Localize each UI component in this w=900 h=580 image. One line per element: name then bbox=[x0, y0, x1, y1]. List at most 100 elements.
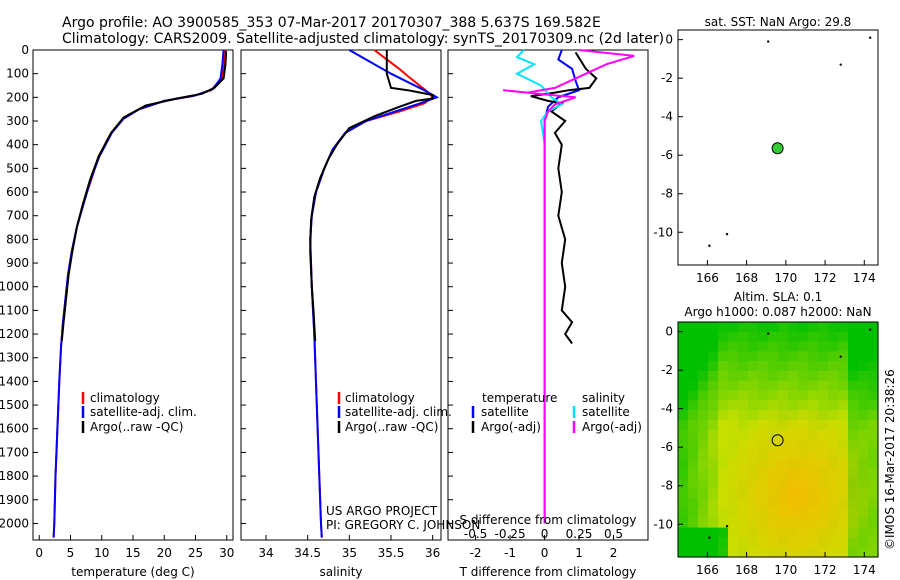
sla-cell bbox=[838, 400, 849, 411]
sla-cell bbox=[728, 459, 739, 470]
sla-cell bbox=[748, 449, 759, 460]
legend-label-climatology: climatology bbox=[90, 391, 160, 405]
sla-cell bbox=[798, 419, 809, 431]
sla-cell bbox=[748, 419, 759, 431]
sla-cell bbox=[848, 517, 859, 529]
sla-cell bbox=[868, 468, 879, 480]
sla-cell bbox=[778, 547, 789, 558]
sla-cell bbox=[708, 449, 719, 460]
sla-cell bbox=[858, 517, 869, 529]
sla-cell bbox=[768, 468, 779, 480]
sla-cell bbox=[858, 478, 869, 490]
x-tick-label: 20 bbox=[157, 546, 172, 560]
sla-cell bbox=[778, 439, 789, 450]
sla-cell bbox=[798, 410, 809, 421]
sla-cell bbox=[738, 547, 749, 558]
sla-cell bbox=[768, 410, 779, 421]
sla-cell bbox=[688, 351, 699, 362]
sla-cell bbox=[758, 400, 769, 411]
sla-cell bbox=[708, 322, 719, 333]
y-tick-label: 0 bbox=[21, 43, 29, 57]
sla-cell bbox=[738, 322, 749, 333]
sla-cell bbox=[798, 371, 809, 382]
sla-cell bbox=[798, 400, 809, 411]
sst-map-title: sat. SST: NaN Argo: 29.8 bbox=[705, 15, 852, 29]
sla-cell bbox=[788, 351, 799, 362]
sla-cell bbox=[768, 429, 779, 441]
sla-cell bbox=[868, 537, 879, 548]
sla-cell bbox=[868, 478, 879, 490]
x-tick-label: 168 bbox=[735, 271, 758, 285]
sst-map-frame bbox=[677, 29, 879, 266]
sla-cell bbox=[838, 527, 849, 538]
sla-cell bbox=[718, 498, 729, 509]
sla-cell bbox=[788, 439, 799, 450]
sla-cell bbox=[718, 449, 729, 460]
sla-cell bbox=[778, 400, 789, 411]
sla-cell bbox=[858, 400, 869, 411]
sla-cell bbox=[688, 410, 699, 421]
y-tick-label: 500 bbox=[6, 161, 29, 175]
sla-cell bbox=[708, 508, 719, 519]
sla-cell bbox=[708, 439, 719, 450]
x-tick-label: -1 bbox=[504, 546, 516, 560]
sla-cell bbox=[848, 331, 859, 343]
sla-cell bbox=[688, 400, 699, 411]
y-tick-label: 200 bbox=[6, 90, 29, 104]
sla-cell bbox=[818, 537, 829, 548]
sla-cell bbox=[818, 429, 829, 441]
sla-cell bbox=[778, 371, 789, 382]
sla-cell bbox=[758, 537, 769, 548]
coastline-fragment bbox=[868, 36, 872, 39]
sla-cell bbox=[728, 449, 739, 460]
sla-cell bbox=[678, 498, 689, 509]
sla-cell bbox=[808, 537, 819, 548]
sla-cell bbox=[728, 527, 739, 538]
sla-cell bbox=[758, 498, 769, 509]
sst-map: 166 168 170 172 174 0 -2 -4 -6 -8 -10 bbox=[653, 33, 875, 285]
sla-cell bbox=[738, 429, 749, 441]
sla-cell bbox=[778, 517, 789, 529]
sla-cell bbox=[678, 459, 689, 470]
sla-cell bbox=[728, 390, 739, 401]
sla-cell bbox=[718, 390, 729, 401]
sla-cell bbox=[698, 547, 709, 558]
sla-cell bbox=[688, 429, 699, 441]
sla-cell bbox=[698, 478, 709, 490]
sla-cell bbox=[868, 547, 879, 558]
sla-cell bbox=[798, 547, 809, 558]
sla-cell bbox=[758, 371, 769, 382]
sla-cell bbox=[808, 459, 819, 470]
x-tick-label: -2 bbox=[470, 546, 482, 560]
y-tick-label: -2 bbox=[661, 71, 673, 85]
sla-cell bbox=[678, 517, 689, 529]
sla-cell bbox=[848, 322, 859, 333]
float-position-marker bbox=[771, 142, 784, 155]
y-tick-label: 100 bbox=[6, 67, 29, 81]
y-tick-label: -2 bbox=[661, 363, 673, 377]
sla-cell bbox=[698, 508, 709, 519]
sla-cell bbox=[798, 527, 809, 538]
y-tick-label: 700 bbox=[6, 209, 29, 223]
sla-cell bbox=[848, 478, 859, 490]
x-tick-label: 35.5 bbox=[378, 546, 405, 560]
sla-cell bbox=[688, 527, 699, 538]
sla-cell bbox=[838, 537, 849, 548]
difference-top-xlabel: S difference from climatology bbox=[460, 513, 637, 527]
sla-cell bbox=[818, 547, 829, 558]
sla-cell bbox=[788, 537, 799, 548]
sla-cell bbox=[778, 449, 789, 460]
sla-cell bbox=[678, 527, 689, 538]
sla-cell bbox=[748, 371, 759, 382]
legend-title-salinity: salinity bbox=[582, 391, 625, 405]
sla-cell bbox=[678, 390, 689, 401]
x-tick-label: 166 bbox=[696, 563, 719, 577]
sla-cell bbox=[818, 527, 829, 538]
sla-cell bbox=[838, 419, 849, 431]
sla-cell bbox=[748, 390, 759, 401]
x-tick-label: 35 bbox=[342, 546, 357, 560]
sla-cell bbox=[838, 488, 849, 499]
sla-cell bbox=[808, 331, 819, 343]
y-tick-label: 300 bbox=[6, 114, 29, 128]
sla-cell bbox=[748, 439, 759, 450]
